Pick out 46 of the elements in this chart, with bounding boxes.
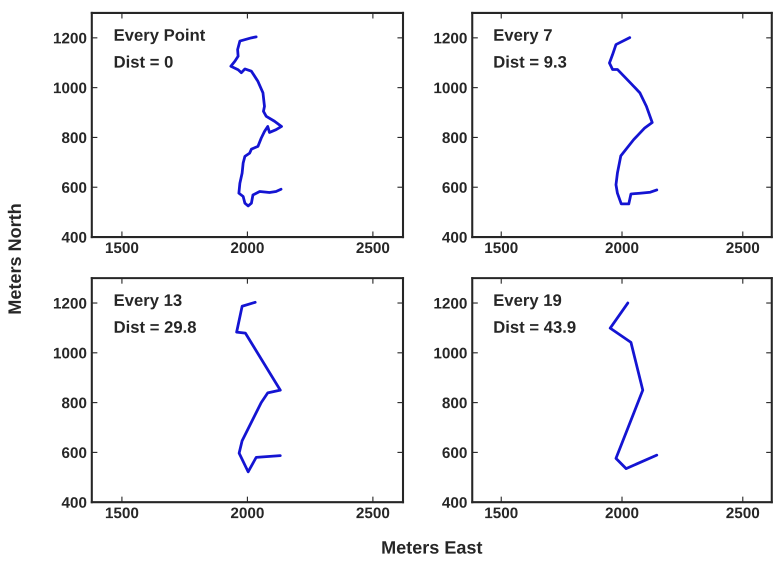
y-tick-label: 400 [442, 497, 467, 508]
annotation: Dist = 0 [114, 56, 173, 68]
annotation: Every 7 [494, 29, 552, 44]
y-tick-label: 600 [62, 182, 86, 193]
y-tick-label: 1200 [54, 298, 86, 309]
annotation: Every 19 [494, 294, 562, 310]
y-tick-label: 400 [442, 232, 467, 243]
y-tick-label: 800 [62, 132, 86, 144]
x-axis-title: Meters East [382, 541, 482, 554]
x-tick-label: 1500 [106, 507, 138, 518]
x-tick-label: 2000 [606, 507, 638, 518]
y-tick-label: 1200 [434, 298, 467, 309]
y-tick-label: 600 [62, 447, 86, 458]
annotation: Every Point [114, 28, 206, 44]
y-tick-label: 800 [442, 397, 467, 408]
y-tick-label: 1000 [434, 348, 467, 358]
annotation: Every 13 [114, 294, 182, 310]
x-tick-label: 2500 [726, 242, 760, 254]
y-tick-label: 1200 [54, 32, 86, 44]
y-tick-label: 1200 [434, 32, 467, 44]
x-tick-label: 2000 [230, 507, 264, 518]
y-tick-label: 600 [442, 447, 467, 458]
y-tick-label: 800 [442, 132, 467, 144]
y-tick-label: 400 [62, 232, 86, 243]
line-series [608, 36, 658, 206]
y-tick-label: 600 [442, 182, 467, 193]
y-tick-label: 1000 [54, 82, 86, 94]
x-tick-label: 2500 [356, 242, 390, 254]
y-tick-label: 1000 [54, 348, 86, 358]
y-tick-label: 800 [62, 397, 86, 408]
x-tick-label: 1500 [106, 242, 138, 254]
x-tick-label: 1500 [485, 507, 518, 518]
annotation: Dist = 9.3 [494, 56, 566, 68]
line-series [229, 35, 283, 208]
annotation: Dist = 29.8 [114, 320, 196, 333]
x-tick-label: 2500 [726, 507, 760, 518]
line-series [235, 300, 282, 474]
x-tick-label: 2500 [356, 507, 390, 518]
line-series [608, 302, 658, 470]
x-tick-label: 1500 [485, 242, 518, 254]
y-tick-label: 400 [62, 497, 86, 508]
y-axis-title: Meters North [8, 204, 22, 314]
annotation: Dist = 43.9 [494, 320, 576, 333]
y-tick-label: 1000 [434, 82, 467, 94]
x-tick-label: 2000 [230, 242, 264, 254]
x-tick-label: 2000 [606, 242, 638, 254]
